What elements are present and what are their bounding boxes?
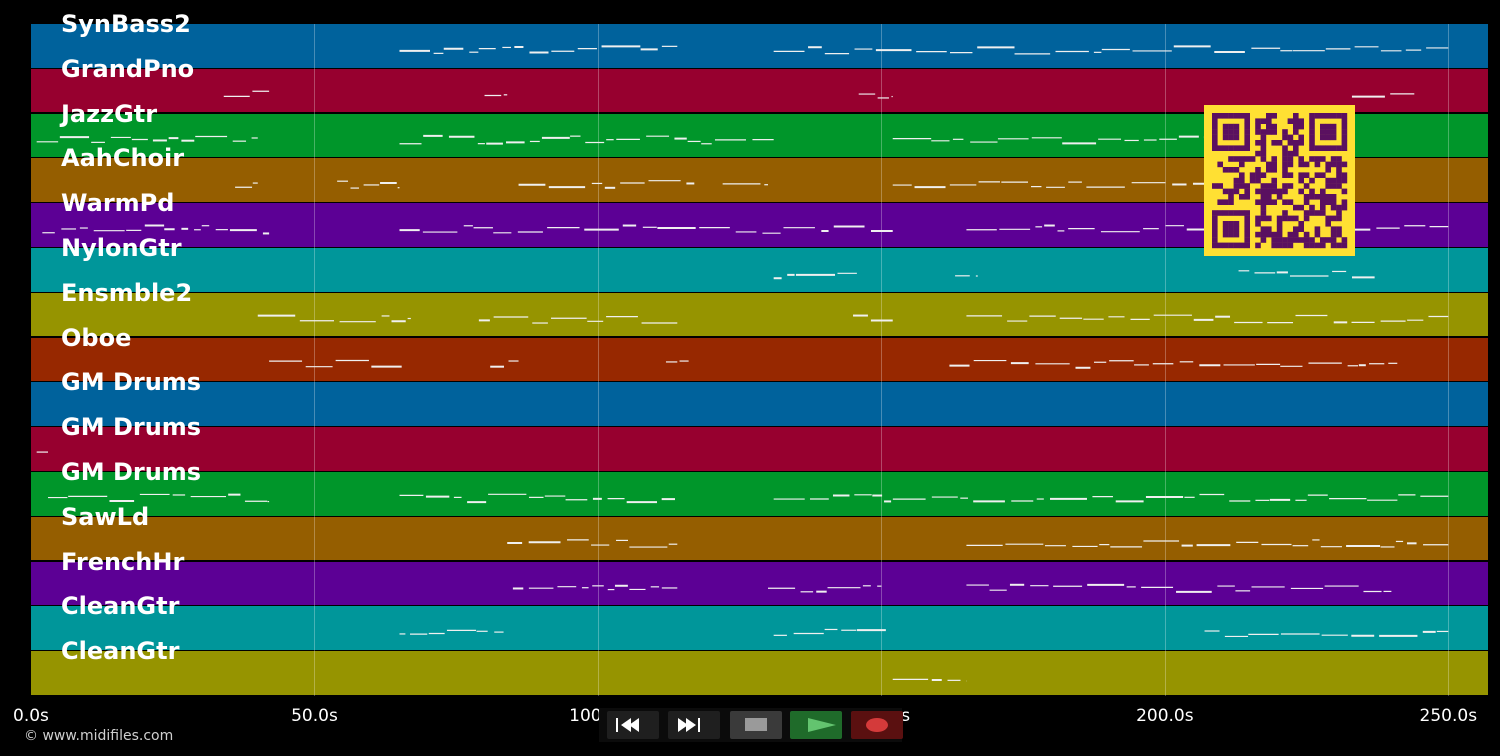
track-name-label: Oboe [61, 323, 132, 352]
track-name-label: WarmPd [61, 189, 175, 218]
play-icon [808, 718, 836, 732]
transport-bar [599, 708, 903, 742]
track-row[interactable] [31, 561, 1488, 606]
time-tick-label: 50.0s [291, 706, 338, 726]
grid-line [1164, 24, 1166, 696]
qr-code-icon [1204, 105, 1355, 256]
track-row[interactable] [31, 427, 1488, 471]
play-button[interactable] [790, 711, 842, 739]
track-name-label: FrenchHr [61, 547, 185, 576]
grid-line [314, 24, 316, 696]
track-row[interactable] [31, 516, 1488, 561]
stop-icon [745, 718, 767, 731]
track-name-label: GM Drums [61, 413, 202, 442]
track-row[interactable] [31, 651, 1488, 695]
track-name-label: NylonGtr [61, 234, 182, 262]
rewind-button[interactable] [607, 711, 659, 739]
grid-line [597, 24, 599, 696]
track-name-label: GrandPno [61, 54, 195, 83]
track-row[interactable] [31, 24, 1488, 68]
time-tick-label: 200.0s [1136, 706, 1194, 726]
track-row[interactable] [31, 337, 1488, 382]
track-name-label: GM Drums [61, 458, 202, 486]
track-row[interactable] [31, 292, 1488, 337]
track-row[interactable] [31, 382, 1488, 426]
grid-line [881, 24, 883, 696]
track-name-label: CleanGtr [61, 592, 180, 621]
time-tick-label: 250.0s [1419, 706, 1478, 726]
time-tick-label: 0.0s [13, 706, 49, 726]
track-name-label: JazzGtr [61, 99, 158, 128]
track-name-label: AahChoir [61, 144, 185, 173]
track-row[interactable] [31, 472, 1488, 516]
record-button[interactable] [851, 711, 903, 739]
track-name-label: SynBass2 [61, 10, 191, 38]
record-icon [866, 718, 888, 732]
fast-forward-icon [678, 718, 700, 732]
track-name-label: SawLd [61, 502, 150, 531]
fast-forward-button[interactable] [668, 711, 720, 739]
stop-button[interactable] [730, 711, 782, 739]
copyright-text: © www.midifiles.com [24, 728, 174, 744]
track-name-label: GM Drums [61, 368, 202, 397]
track-row[interactable] [31, 606, 1488, 650]
grid-line [1448, 24, 1450, 696]
track-name-label: CleanGtr [61, 637, 180, 666]
rewind-icon [616, 718, 639, 732]
track-name-label: Ensmble2 [61, 278, 193, 307]
